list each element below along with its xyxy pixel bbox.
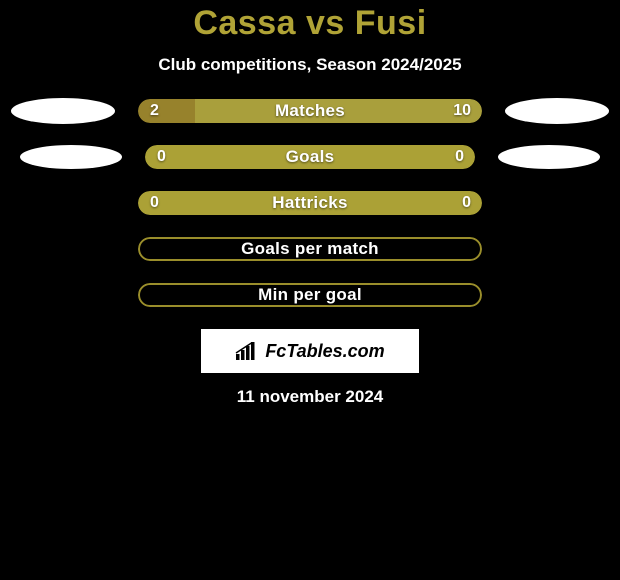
stat-row: 210Matches	[0, 99, 620, 123]
stat-bar: 00Goals	[145, 145, 475, 169]
team-badge-right	[498, 145, 600, 169]
stat-row: Goals per match	[0, 237, 620, 261]
subtitle: Club competitions, Season 2024/2025	[0, 55, 620, 75]
stat-bar: Min per goal	[138, 283, 482, 307]
stat-bar: 00Hattricks	[138, 191, 482, 215]
stat-label: Matches	[138, 99, 482, 123]
date-text: 11 november 2024	[0, 387, 620, 407]
stat-row: 00Hattricks	[0, 191, 620, 215]
comparison-rows: 210Matches 00Goals 00Hattricks Goals per ma…	[0, 99, 620, 307]
stat-row: 00Goals	[0, 145, 620, 169]
stat-label: Hattricks	[138, 191, 482, 215]
fctables-logo: FcTables.com	[201, 329, 419, 373]
team-badge-right	[505, 98, 609, 124]
team-badge-left	[20, 145, 122, 169]
bar-chart-icon	[235, 342, 259, 360]
stat-bar: 210Matches	[138, 99, 482, 123]
page-title: Cassa vs Fusi	[0, 4, 620, 43]
stat-label: Goals per match	[138, 237, 482, 261]
logo-text: FcTables.com	[265, 341, 384, 362]
stat-row: Min per goal	[0, 283, 620, 307]
team-badge-left	[11, 98, 115, 124]
stat-label: Min per goal	[138, 283, 482, 307]
stat-bar: Goals per match	[138, 237, 482, 261]
stat-label: Goals	[145, 145, 475, 169]
